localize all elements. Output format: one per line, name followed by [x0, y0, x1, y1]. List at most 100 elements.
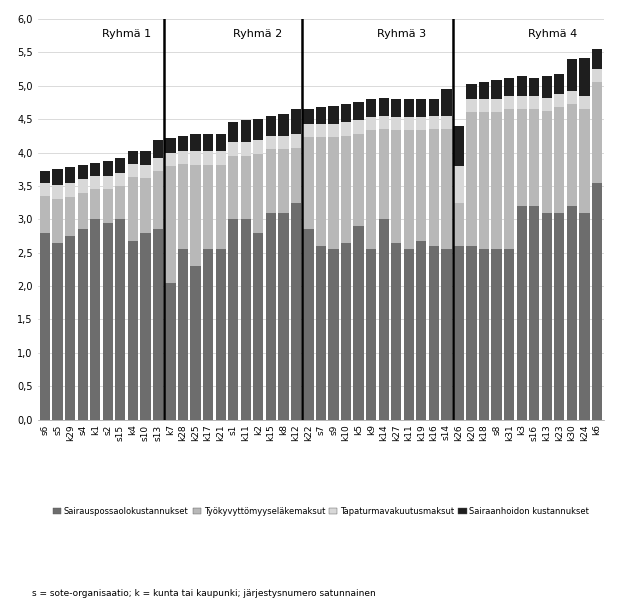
Bar [441, 89, 451, 116]
Bar [466, 84, 476, 99]
Bar [492, 81, 502, 99]
Bar [216, 151, 226, 165]
Bar [391, 99, 401, 117]
Bar [65, 236, 75, 419]
Text: Ryhmä 3: Ryhmä 3 [377, 29, 426, 38]
Bar [429, 129, 439, 246]
Bar [203, 134, 213, 151]
Text: Ryhmä 1: Ryhmä 1 [101, 29, 151, 38]
Bar [153, 171, 163, 229]
Bar [278, 149, 288, 213]
Bar [178, 249, 188, 419]
Bar [579, 96, 589, 109]
Legend: Sairauspossaolokustannukset, Työkyvyttömyyseläkemaksut, Tapaturmavakuutusmaksut,: Sairauspossaolokustannukset, Työkyvyttöm… [49, 504, 593, 519]
Bar [441, 116, 451, 129]
Bar [542, 213, 552, 419]
Bar [78, 165, 88, 179]
Bar [404, 99, 414, 117]
Bar [65, 197, 75, 236]
Bar [379, 116, 389, 129]
Text: Ryhmä 2: Ryhmä 2 [233, 29, 282, 38]
Bar [354, 134, 364, 226]
Bar [479, 99, 489, 112]
Bar [479, 249, 489, 419]
Bar [554, 213, 564, 419]
Bar [228, 156, 238, 219]
Bar [65, 183, 75, 197]
Bar [140, 233, 150, 419]
Bar [416, 130, 426, 240]
Bar [592, 82, 602, 183]
Bar [278, 114, 288, 136]
Bar [504, 78, 514, 96]
Bar [103, 161, 113, 176]
Bar [140, 178, 150, 233]
Bar [316, 137, 326, 246]
Bar [579, 109, 589, 213]
Bar [266, 213, 276, 419]
Bar [203, 249, 213, 419]
Bar [567, 59, 577, 91]
Bar [504, 96, 514, 109]
Bar [454, 166, 464, 203]
Bar [178, 164, 188, 249]
Bar [90, 176, 100, 189]
Bar [303, 229, 313, 419]
Bar [592, 183, 602, 419]
Bar [115, 219, 125, 419]
Bar [454, 126, 464, 166]
Bar [329, 106, 339, 124]
Bar [579, 58, 589, 96]
Bar [228, 142, 238, 156]
Bar [266, 136, 276, 149]
Bar [103, 222, 113, 419]
Bar [466, 99, 476, 112]
Bar [529, 109, 539, 206]
Bar [241, 156, 251, 219]
Bar [65, 167, 75, 183]
Bar [554, 107, 564, 213]
Bar [379, 129, 389, 219]
Bar [140, 165, 150, 178]
Bar [241, 120, 251, 142]
Bar [178, 136, 188, 150]
Bar [291, 135, 301, 148]
Bar [78, 229, 88, 419]
Bar [391, 130, 401, 243]
Bar [191, 165, 201, 266]
Bar [504, 109, 514, 249]
Bar [379, 98, 389, 116]
Bar [153, 158, 163, 171]
Bar [115, 172, 125, 186]
Bar [554, 74, 564, 94]
Bar [354, 102, 364, 120]
Bar [103, 176, 113, 189]
Bar [554, 94, 564, 107]
Bar [341, 136, 351, 243]
Bar [78, 192, 88, 229]
Bar [266, 116, 276, 136]
Bar [567, 105, 577, 206]
Bar [291, 109, 301, 135]
Bar [429, 246, 439, 419]
Bar [441, 129, 451, 249]
Bar [441, 249, 451, 419]
Bar [216, 134, 226, 151]
Bar [466, 112, 476, 246]
Bar [291, 148, 301, 203]
Bar [316, 124, 326, 137]
Bar [567, 91, 577, 105]
Text: s = sote-organisaatio; k = kunta tai kaupunki; järjestysnumero satunnainen: s = sote-organisaatio; k = kunta tai kau… [32, 589, 376, 598]
Bar [53, 200, 63, 243]
Bar [542, 98, 552, 111]
Bar [53, 243, 63, 419]
Bar [303, 124, 313, 137]
Bar [53, 169, 63, 185]
Bar [166, 166, 176, 282]
Bar [366, 117, 376, 130]
Bar [266, 149, 276, 213]
Bar [329, 137, 339, 249]
Bar [429, 99, 439, 116]
Bar [115, 186, 125, 219]
Bar [366, 99, 376, 117]
